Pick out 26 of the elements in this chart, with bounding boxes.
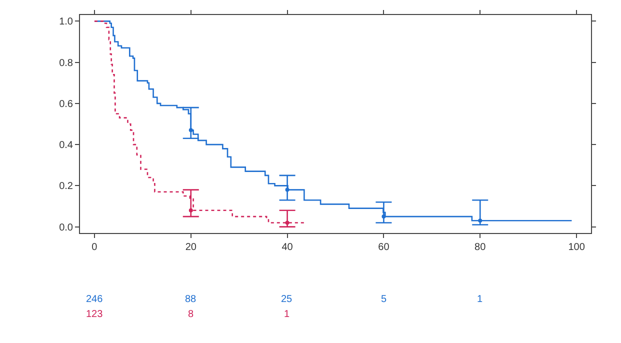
y-tick-label: 0.8 [59,58,74,69]
x-tick-label: 100 [568,242,586,253]
x-tick-label: 20 [185,242,197,253]
point [382,214,386,219]
text: 246 [86,294,104,305]
y-tick-label: 0.2 [59,181,74,192]
text: 1 [284,309,290,320]
text: 25 [281,294,293,305]
x-tick-label: 0 [92,242,98,253]
y-tick-label: 1.0 [59,16,74,28]
point [285,188,290,192]
x-tick-label: 60 [378,242,390,253]
point [478,218,482,223]
point [285,220,290,225]
text: 5 [381,294,387,305]
x-tick-label: 40 [282,242,294,253]
y-tick-label: 0.4 [59,140,74,152]
point [188,208,193,212]
text: 88 [185,294,197,305]
text: 8 [188,309,194,320]
x-tick-label: 80 [474,242,486,253]
y-tick-label: 0.6 [59,98,74,110]
text: 1 [477,294,483,305]
point [188,128,193,132]
y-tick-label: 0.0 [59,222,74,234]
text: 123 [86,309,104,320]
